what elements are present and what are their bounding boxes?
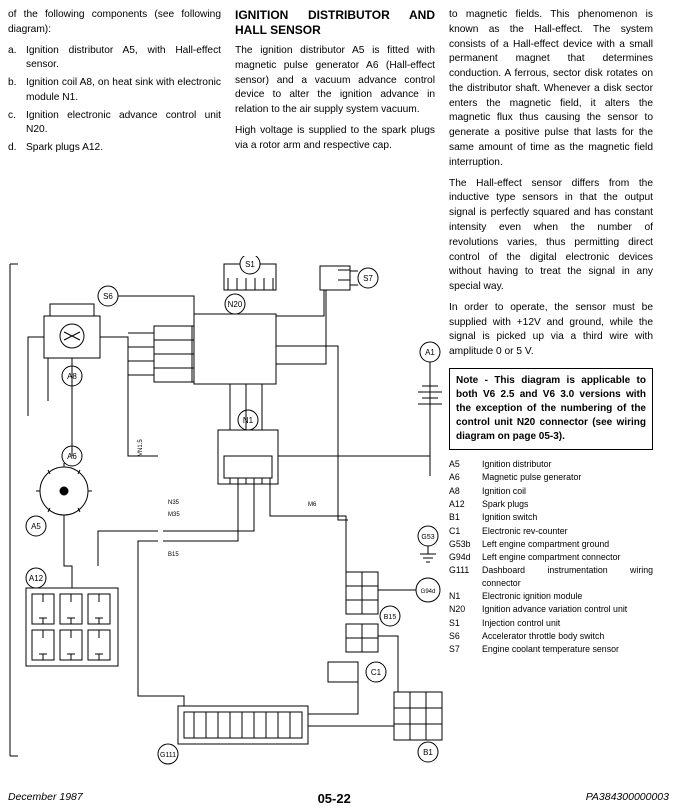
list-text: Ignition coil A8, on heat sink with elec… bbox=[26, 76, 221, 106]
svg-text:G94d: G94d bbox=[421, 589, 436, 595]
list-marker: d. bbox=[8, 141, 26, 156]
list-marker: c. bbox=[8, 109, 26, 139]
legend-table: A5Ignition distributorA6Magnetic pulse g… bbox=[449, 458, 653, 656]
legend-key: S6 bbox=[449, 630, 482, 642]
legend-value: Left engine compartment ground bbox=[482, 538, 653, 550]
svg-text:A5: A5 bbox=[31, 522, 41, 531]
section-heading: IGNITION DISTRIBUTOR AND HALL SENSOR bbox=[235, 8, 435, 38]
legend-key: G53b bbox=[449, 538, 482, 550]
svg-text:M35: M35 bbox=[168, 512, 180, 518]
component-list: a. Ignition distributor A5, with Hall-ef… bbox=[8, 44, 221, 156]
legend-key: B1 bbox=[449, 511, 482, 523]
svg-text:VN1.5: VN1.5 bbox=[138, 439, 144, 456]
svg-text:N35: N35 bbox=[168, 500, 180, 506]
legend-row: S6Accelerator throttle body switch bbox=[449, 630, 653, 642]
svg-text:A1: A1 bbox=[425, 348, 435, 357]
svg-text:S6: S6 bbox=[103, 292, 113, 301]
legend-value: Spark plugs bbox=[482, 498, 653, 510]
paragraph: The Hall-effect sensor differs from the … bbox=[449, 177, 653, 295]
svg-text:S7: S7 bbox=[363, 274, 373, 283]
legend-key: N20 bbox=[449, 603, 482, 615]
legend-row: S1Injection control unit bbox=[449, 617, 653, 629]
legend-row: B1Ignition switch bbox=[449, 511, 653, 523]
legend-value: Ignition switch bbox=[482, 511, 653, 523]
list-item: b. Ignition coil A8, on heat sink with e… bbox=[8, 76, 221, 106]
list-marker: b. bbox=[8, 76, 26, 106]
list-item: d. Spark plugs A12. bbox=[8, 141, 221, 156]
legend-value: Electronic rev-counter bbox=[482, 525, 653, 537]
legend-row: G53bLeft engine compartment ground bbox=[449, 538, 653, 550]
footer-page: 05-22 bbox=[318, 791, 351, 806]
paragraph: In order to operate, the sensor must be … bbox=[449, 301, 653, 360]
legend-key: A6 bbox=[449, 471, 482, 483]
svg-text:A12: A12 bbox=[29, 574, 44, 583]
svg-text:B15: B15 bbox=[168, 552, 179, 558]
legend-row: G94dLeft engine compartment connector bbox=[449, 551, 653, 563]
legend-key: G111 bbox=[449, 564, 482, 589]
list-text: Ignition distributor A5, with Hall-effec… bbox=[26, 44, 221, 74]
paragraph: High voltage is supplied to the spark pl… bbox=[235, 124, 435, 154]
legend-value: Magnetic pulse generator bbox=[482, 471, 653, 483]
legend-value: Injection control unit bbox=[482, 617, 653, 629]
list-item: c. Ignition electronic advance control u… bbox=[8, 109, 221, 139]
paragraph: to magnetic fields. This phenomenon is k… bbox=[449, 8, 653, 171]
legend-key: A8 bbox=[449, 485, 482, 497]
legend-row: S7Engine coolant temperature sensor bbox=[449, 643, 653, 655]
column-right: to magnetic fields. This phenomenon is k… bbox=[449, 8, 653, 657]
wiring-diagram: S1 S7 S6 N20 A8 A6 A5 bbox=[8, 256, 452, 766]
list-text: Spark plugs A12. bbox=[26, 141, 221, 156]
legend-value: Ignition advance variation control unit bbox=[482, 603, 653, 615]
legend-value: Accelerator throttle body switch bbox=[482, 630, 653, 642]
list-text: Ignition electronic advance control unit… bbox=[26, 109, 221, 139]
legend-row: A8Ignition coil bbox=[449, 485, 653, 497]
page-footer: December 1987 05-22 PA384300000003 bbox=[8, 791, 669, 806]
svg-text:S1: S1 bbox=[245, 260, 255, 269]
legend-key: S1 bbox=[449, 617, 482, 629]
svg-text:G111: G111 bbox=[160, 752, 176, 759]
svg-text:G53: G53 bbox=[421, 534, 434, 541]
legend-row: C1Electronic rev-counter bbox=[449, 525, 653, 537]
svg-text:N20: N20 bbox=[228, 300, 243, 309]
legend-value: Ignition distributor bbox=[482, 458, 653, 470]
legend-value: Ignition coil bbox=[482, 485, 653, 497]
legend-row: A5Ignition distributor bbox=[449, 458, 653, 470]
legend-row: A12Spark plugs bbox=[449, 498, 653, 510]
legend-row: N1Electronic ignition module bbox=[449, 590, 653, 602]
legend-value: Left engine compartment connector bbox=[482, 551, 653, 563]
list-item: a. Ignition distributor A5, with Hall-ef… bbox=[8, 44, 221, 74]
legend-value: Engine coolant temperature sensor bbox=[482, 643, 653, 655]
legend-value: Electronic ignition module bbox=[482, 590, 653, 602]
legend-key: A12 bbox=[449, 498, 482, 510]
svg-text:B1: B1 bbox=[423, 748, 433, 757]
list-marker: a. bbox=[8, 44, 26, 74]
legend-key: S7 bbox=[449, 643, 482, 655]
svg-text:C1: C1 bbox=[371, 668, 382, 677]
footer-date: December 1987 bbox=[8, 791, 83, 806]
svg-text:B15: B15 bbox=[384, 614, 397, 621]
intro-text: of the following components (see followi… bbox=[8, 8, 221, 38]
legend-key: G94d bbox=[449, 551, 482, 563]
legend-value: Dashboard instrumentation wiring connect… bbox=[482, 564, 653, 589]
note-box: Note - This diagram is applicable to bot… bbox=[449, 368, 653, 450]
legend-key: N1 bbox=[449, 590, 482, 602]
legend-row: A6Magnetic pulse generator bbox=[449, 471, 653, 483]
svg-text:N1: N1 bbox=[243, 416, 254, 425]
paragraph: The ignition distributor A5 is fitted wi… bbox=[235, 44, 435, 118]
legend-row: G111Dashboard instrumentation wiring con… bbox=[449, 564, 653, 589]
svg-text:M6: M6 bbox=[308, 502, 317, 508]
footer-code: PA384300000003 bbox=[586, 791, 669, 806]
legend-key: C1 bbox=[449, 525, 482, 537]
legend-key: A5 bbox=[449, 458, 482, 470]
legend-row: N20Ignition advance variation control un… bbox=[449, 603, 653, 615]
